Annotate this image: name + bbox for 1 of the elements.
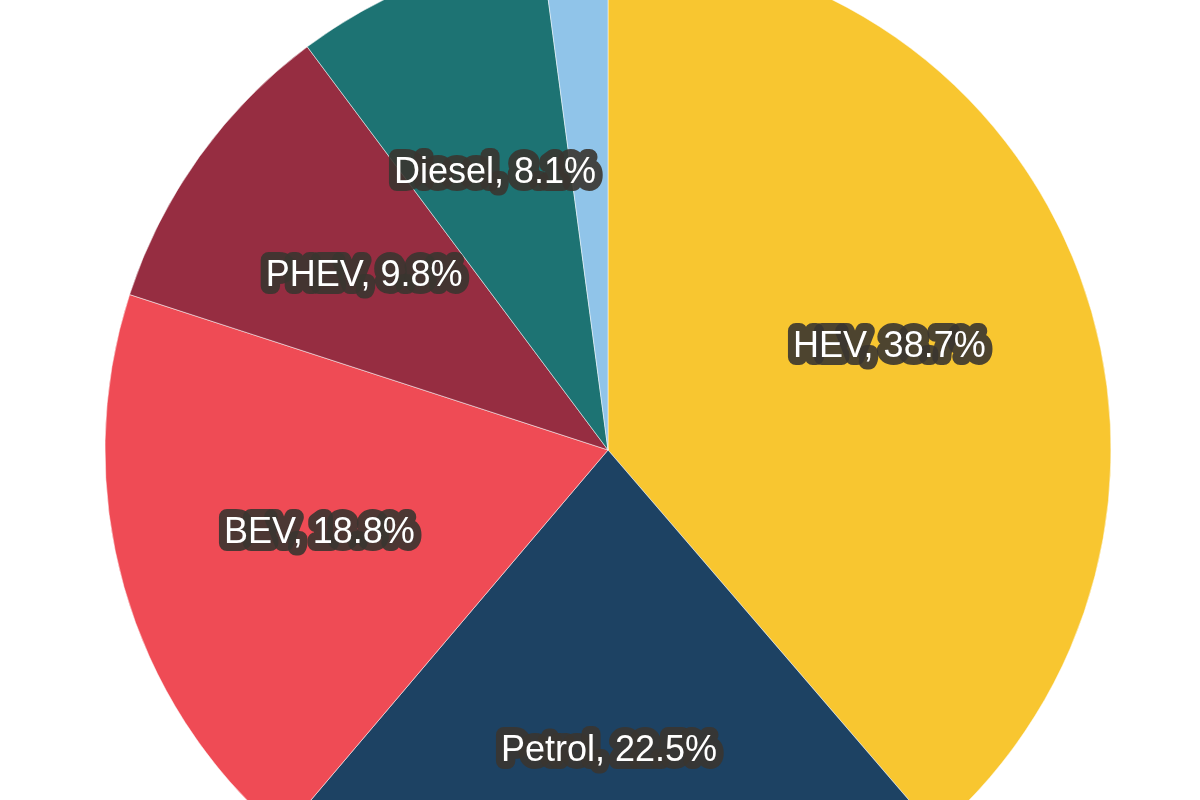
slice-label: Petrol, 22.5% — [500, 728, 718, 769]
